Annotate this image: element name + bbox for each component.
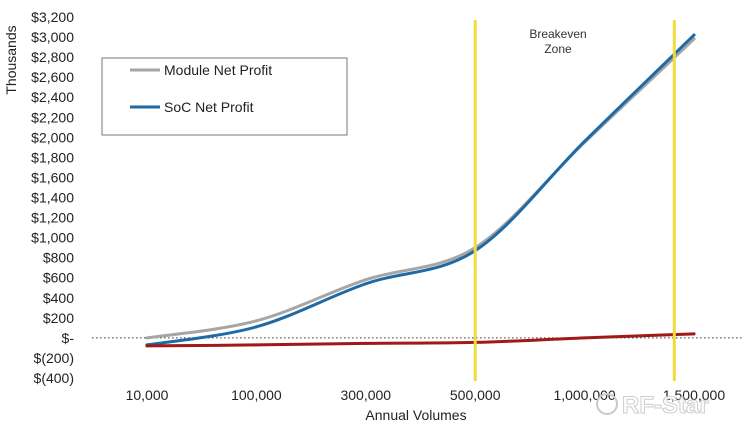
cost-line [145, 332, 696, 348]
data-point [145, 344, 149, 348]
data-point [254, 325, 258, 329]
breakeven-zone-label-line1: Breakeven [529, 27, 586, 41]
x-tick-label: 1,000,000 [553, 387, 615, 403]
x-tick-label: 100,000 [231, 387, 282, 403]
y-tick-label: $200 [43, 310, 74, 326]
breakeven-zone-label-line2: Zone [544, 42, 572, 56]
data-point [583, 336, 587, 340]
y-tick-label: $2,200 [31, 109, 74, 125]
data-point [692, 33, 696, 37]
y-tick-label: $1,800 [31, 149, 74, 165]
data-point [583, 139, 587, 143]
y-tick-label: $- [62, 330, 75, 346]
watermark: RF-Star [596, 392, 709, 420]
x-tick-label: 1,500,000 [663, 387, 725, 403]
y-tick-label: $2,600 [31, 69, 74, 85]
x-axis-title: Annual Volumes [365, 407, 466, 423]
y-tick-label: $(400) [34, 370, 74, 386]
y-tick-label: $600 [43, 270, 74, 286]
y-tick-label: $1,600 [31, 169, 74, 185]
y-tick-label: $800 [43, 250, 74, 266]
y-tick-label: $2,800 [31, 49, 74, 65]
y-tick-label: $2,400 [31, 89, 74, 105]
y-axis-ticks: $3,200 $3,000 $2,800 $2,600 $2,400 $2,200 $2,0… [31, 9, 74, 386]
x-tick-label: 500,000 [450, 387, 501, 403]
legend-label-module: Module Net Profit [164, 62, 272, 78]
data-point [254, 319, 258, 323]
y-axis-title: Thousands [3, 25, 19, 94]
soc-net-profit-line [145, 33, 696, 347]
data-point [364, 282, 368, 286]
legend: Module Net Profit SoC Net Profit [101, 57, 348, 136]
y-tick-label: $1,400 [31, 190, 74, 206]
data-point [364, 278, 368, 282]
x-tick-label: 10,000 [126, 387, 169, 403]
watermark-text: RF-Star [622, 392, 709, 419]
series-lines [145, 33, 696, 348]
data-point [692, 37, 696, 41]
data-point [364, 341, 368, 345]
y-tick-label: $400 [43, 290, 74, 306]
data-point [254, 343, 258, 347]
y-tick-label: $3,000 [31, 29, 74, 45]
data-point [145, 336, 149, 340]
breakeven-lines [473, 20, 676, 381]
data-point [692, 332, 696, 336]
y-tick-label: $2,000 [31, 129, 74, 145]
y-tick-label: $(200) [34, 350, 74, 366]
x-axis-ticks: 10,000 100,000 300,000 500,000 1,000,000 1,50… [126, 387, 726, 403]
x-tick-label: 300,000 [340, 387, 391, 403]
legend-label-soc: SoC Net Profit [164, 99, 254, 115]
y-tick-label: $3,200 [31, 9, 74, 25]
y-tick-label: $1,200 [31, 210, 74, 226]
y-tick-label: $1,000 [31, 230, 74, 246]
watermark-logo-icon [596, 393, 618, 415]
